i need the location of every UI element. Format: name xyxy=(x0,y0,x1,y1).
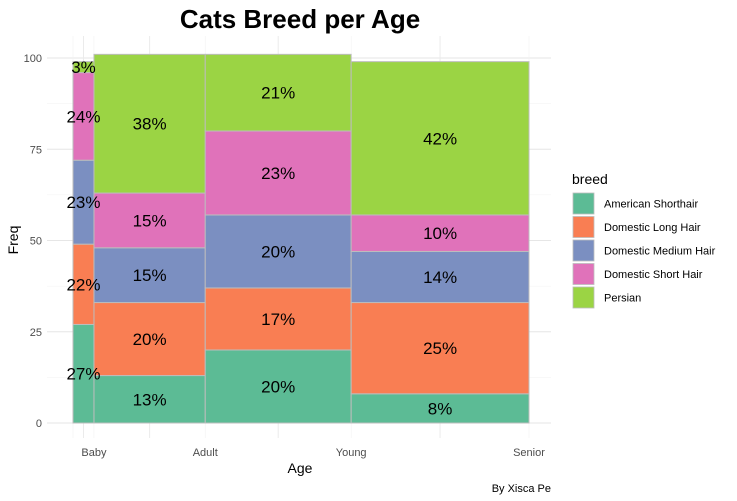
segment-label: 8% xyxy=(428,399,453,418)
segment-label: 38% xyxy=(133,115,167,134)
mosaic-segment xyxy=(350,393,530,424)
y-axis-ticks: 0 25 50 75 100 xyxy=(24,53,42,430)
segment-label: 14% xyxy=(423,268,457,287)
y-tick-label: 25 xyxy=(30,327,42,339)
mosaic-segment xyxy=(93,53,206,194)
segment-label: 21% xyxy=(261,84,295,103)
legend-label: Domestic Long Hair xyxy=(604,222,701,234)
legend-title: breed xyxy=(572,171,608,187)
mosaic-segment xyxy=(204,287,352,351)
mosaic-segment xyxy=(93,192,206,249)
legend-label: American Shorthair xyxy=(604,199,698,211)
segment-label: 17% xyxy=(261,310,295,329)
segment-label: 20% xyxy=(261,378,295,397)
y-tick-label: 0 xyxy=(36,418,42,430)
mosaic-segment xyxy=(204,53,352,132)
x-tick-label: Senior xyxy=(513,447,545,459)
mosaic-segment xyxy=(350,302,530,395)
mosaic-segments xyxy=(72,53,530,424)
segment-label: 25% xyxy=(423,339,457,358)
legend-swatch xyxy=(572,216,595,238)
legend-swatch xyxy=(572,192,595,215)
mosaic-segment xyxy=(93,302,206,377)
segment-label: 24% xyxy=(66,107,100,126)
mosaic-segment xyxy=(93,375,206,424)
segment-label: 20% xyxy=(133,330,167,349)
mosaic-segment xyxy=(93,247,206,304)
caption: By Xisca Pe xyxy=(492,483,551,495)
y-tick-label: 100 xyxy=(24,53,42,65)
segment-label: 3% xyxy=(71,58,96,77)
x-axis-title: Age xyxy=(288,460,313,476)
segment-label: 23% xyxy=(66,193,100,212)
legend-swatch xyxy=(572,263,595,285)
legend: breed American Shorthair Domestic Long Ha… xyxy=(572,171,716,309)
segment-label: 23% xyxy=(261,164,295,183)
legend-label: Persian xyxy=(604,293,641,305)
y-axis-title: Freq xyxy=(5,226,21,255)
mosaic-segment xyxy=(204,349,352,424)
legend-label: Domestic Short Hair xyxy=(604,269,703,281)
y-tick-label: 50 xyxy=(30,236,42,248)
x-tick-label: Adult xyxy=(193,447,218,459)
segment-label: 22% xyxy=(66,275,100,294)
segment-label: 15% xyxy=(133,211,167,230)
segment-label: 15% xyxy=(133,266,167,285)
segment-label: 10% xyxy=(423,224,457,243)
legend-label: Domestic Medium Hair xyxy=(604,246,716,258)
mosaic-segment xyxy=(204,214,352,289)
segment-labels: 27% 22% 23% 24% 3% 13% 20% 15% 15% 38% 20% 17% 20% 23… xyxy=(66,58,457,418)
y-tick-label: 75 xyxy=(30,144,42,156)
legend-swatch xyxy=(572,286,595,309)
mosaic-segment xyxy=(350,61,530,216)
segment-label: 20% xyxy=(261,242,295,261)
x-tick-label: Baby xyxy=(81,447,107,459)
segment-label: 27% xyxy=(66,365,100,384)
legend-swatch xyxy=(572,239,595,262)
x-tick-label: Young xyxy=(336,447,367,459)
x-axis-ticks: Baby Adult Young Senior xyxy=(81,447,545,459)
segment-label: 42% xyxy=(423,129,457,148)
segment-label: 13% xyxy=(133,390,167,409)
chart-title: Cats Breed per Age xyxy=(180,4,420,34)
